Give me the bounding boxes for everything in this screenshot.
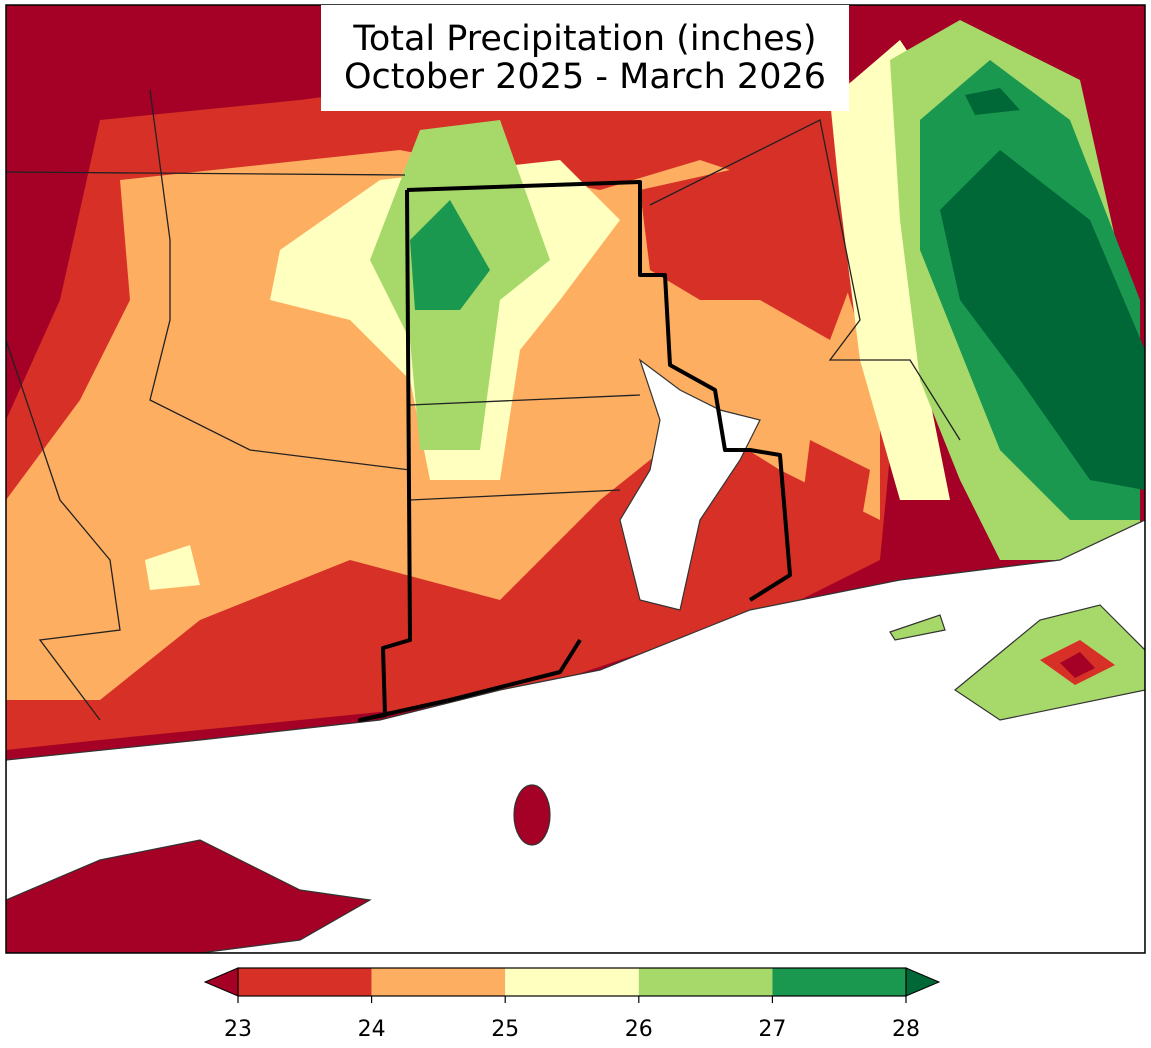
- state-border: [358, 189, 582, 722]
- title-box: [321, 5, 849, 111]
- colorbar-tick-label: 27: [758, 1017, 786, 1042]
- county-border: [409, 394, 641, 406]
- county-border: [149, 89, 411, 471]
- county-border: [649, 119, 961, 441]
- precip-field: [6, 5, 1145, 953]
- title: Total Precipitation (inches): [352, 19, 816, 59]
- region: [640, 150, 860, 340]
- colorbar-tick-label: 28: [892, 1017, 920, 1042]
- region: [410, 200, 490, 310]
- region: [940, 150, 1145, 490]
- county-border: [6, 339, 121, 721]
- block-island: [513, 784, 551, 846]
- colorbar-extend: [203, 967, 239, 997]
- colorbar-bin: [505, 968, 639, 996]
- colorbar-bin: [238, 968, 372, 996]
- long-island: [6, 839, 372, 953]
- colorbar-tick-label: 23: [224, 1017, 252, 1042]
- colorbar: 23 24 25 26 27 28: [203, 967, 941, 1042]
- county-border: [409, 489, 621, 501]
- colorbar-bin: [772, 968, 906, 996]
- ocean: [6, 519, 1145, 953]
- county-border: [6, 171, 406, 176]
- colorbar-bin: [638, 968, 773, 996]
- colorbar-tick-label: 24: [358, 1017, 386, 1042]
- title: October 2025 - March 2026: [344, 57, 826, 97]
- colorbar-frame: [237, 967, 907, 997]
- colorbar-tick-label: 25: [491, 1017, 519, 1042]
- colorbar-extend: [905, 967, 941, 997]
- region: [145, 545, 200, 590]
- region: [965, 88, 1020, 115]
- region: [1060, 652, 1095, 678]
- elizabeth-islands: [889, 614, 946, 641]
- state-border: [406, 180, 792, 602]
- colorbar-tick-label: 26: [625, 1017, 653, 1042]
- colorbar-bin: [371, 968, 506, 996]
- region: [800, 440, 870, 530]
- bay: [619, 358, 761, 611]
